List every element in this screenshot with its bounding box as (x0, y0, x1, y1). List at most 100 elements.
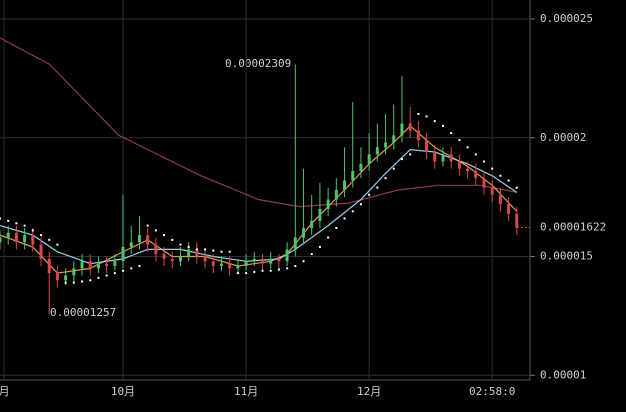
y-tick-label: 0.000025 (540, 12, 593, 25)
sar-dot (368, 193, 371, 196)
candle-body (6, 232, 10, 238)
candle-body (23, 235, 27, 243)
sar-dot (392, 167, 395, 170)
candle-body (129, 242, 133, 247)
sar-dot (171, 238, 174, 241)
x-tick-label: 11月 (234, 385, 258, 398)
candle-body (187, 249, 191, 257)
candle-body (211, 261, 215, 266)
sar-dot (269, 269, 272, 272)
x-tick-label: 12月 (357, 385, 381, 398)
candle-body (113, 261, 117, 266)
sar-dot (335, 227, 338, 229)
sar-dot (89, 279, 92, 282)
sar-dot (491, 167, 494, 170)
candle-body (269, 258, 273, 264)
sar-dot (482, 160, 485, 163)
sar-dot (261, 269, 264, 272)
sar-dot (277, 268, 280, 271)
candle-body (261, 258, 264, 264)
sar-dot (154, 229, 157, 232)
sar-dot (146, 224, 149, 227)
sar-dot (179, 243, 182, 246)
sar-dot (433, 120, 436, 123)
candle-body (449, 154, 453, 162)
candle-body (0, 237, 2, 243)
sar-dot (0, 217, 1, 220)
candle-body (137, 235, 141, 243)
candle-body (228, 263, 232, 269)
sar-dot (515, 186, 518, 189)
sar-dot (327, 236, 330, 239)
candle-body (39, 244, 43, 259)
candle-body (154, 244, 158, 255)
sar-dot (163, 234, 166, 237)
candle-body (441, 154, 445, 162)
candle-body (31, 235, 35, 245)
sar-dot (351, 210, 354, 213)
sar-dot (64, 281, 67, 284)
sar-dot (376, 186, 379, 189)
sar-dot (286, 267, 289, 270)
candle-body (392, 135, 396, 143)
sar-dot (187, 246, 190, 248)
candle-body (80, 261, 84, 269)
last-price-label: 0.00001622 (540, 221, 606, 234)
candle-body (88, 261, 92, 269)
sar-dot (212, 249, 215, 252)
sar-dot (81, 280, 84, 283)
sar-dot (294, 265, 297, 267)
candle-body (219, 263, 223, 266)
sar-dot (23, 224, 26, 227)
x-tick-label: 月 (0, 385, 10, 398)
candle-body (433, 152, 437, 162)
candle-body (252, 258, 256, 262)
candle-body (47, 258, 51, 274)
y-tick-label: 0.00002 (540, 131, 586, 144)
candle-body (162, 254, 166, 259)
sar-dot (204, 248, 207, 251)
candle-body (326, 199, 330, 209)
sar-dot (220, 250, 223, 253)
sar-dot (7, 219, 10, 222)
candle-body (64, 275, 68, 281)
sar-dot (195, 248, 198, 251)
sar-dot (48, 238, 51, 241)
candle-body (55, 273, 59, 281)
candle-body (293, 237, 297, 250)
sar-dot (409, 153, 412, 156)
sar-dot (15, 222, 18, 225)
sar-dot (359, 203, 362, 206)
sar-dot (253, 270, 256, 273)
candle-body (515, 213, 519, 228)
candle-body (236, 266, 240, 269)
sar-dot (97, 276, 100, 279)
sar-dot (228, 250, 231, 253)
sar-dot (458, 139, 461, 142)
y-tick-label: 0.00001 (540, 368, 586, 381)
candle-body (170, 258, 174, 262)
candle-body (203, 256, 207, 262)
candle-body (178, 256, 182, 262)
sar-dot (474, 153, 477, 156)
candle-body (351, 171, 355, 181)
sar-dot (318, 246, 321, 248)
candle-body (466, 168, 470, 171)
sar-dot (417, 113, 420, 115)
candle-body (507, 204, 511, 214)
sar-dot (499, 174, 502, 177)
sar-dot (245, 272, 248, 275)
candle-body (400, 123, 404, 136)
candle-body (277, 258, 281, 262)
y-tick-label: 0.000015 (540, 250, 593, 263)
candle-body (359, 163, 363, 171)
sar-dot (122, 269, 125, 272)
candle-body (96, 263, 100, 269)
sar-dot (466, 146, 469, 149)
candle-body (14, 232, 18, 243)
candle-body (146, 235, 150, 245)
moving-average-line (0, 37, 517, 208)
candle-body (384, 142, 388, 148)
candle-body (105, 263, 109, 266)
